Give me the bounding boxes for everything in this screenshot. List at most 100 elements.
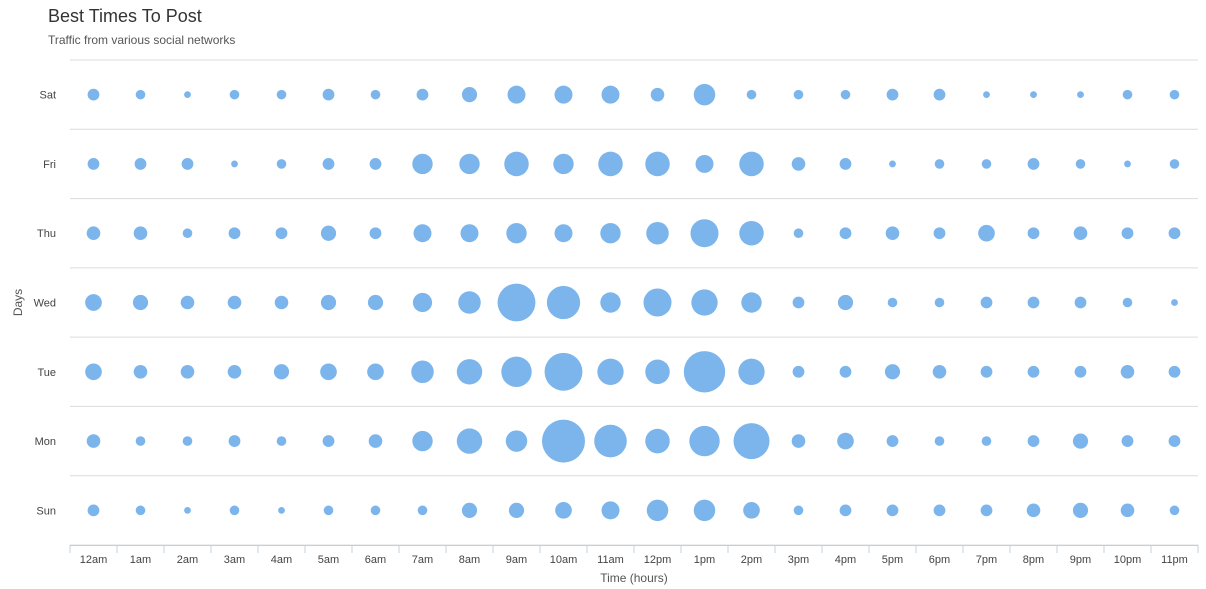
bubble-point <box>135 505 146 516</box>
bubble-point <box>87 158 100 170</box>
x-tick-label: 10pm <box>1114 554 1142 566</box>
bubble-point <box>1072 433 1089 449</box>
x-tick-label: 8am <box>459 554 480 566</box>
bubble-point <box>683 351 726 393</box>
bubble-point <box>1027 227 1040 240</box>
bubble-point <box>274 295 289 310</box>
bubble-point <box>1168 227 1181 240</box>
bubble-point <box>886 504 899 517</box>
bubble-point <box>1122 297 1133 308</box>
bubble-point <box>135 89 146 100</box>
bubble-point <box>1027 296 1040 309</box>
x-tick-label: 11pm <box>1161 554 1188 566</box>
bubble-point <box>133 226 148 241</box>
bubble-point <box>367 363 384 381</box>
x-tick-label: 9am <box>506 554 527 566</box>
bubble-point <box>839 227 852 240</box>
bubble-point <box>459 153 480 175</box>
bubble-point <box>322 158 335 170</box>
bubble-point <box>1169 159 1180 169</box>
bubble-point <box>981 159 992 169</box>
bubble-point <box>601 85 620 104</box>
bubble-point <box>601 501 620 520</box>
bubble-point <box>133 364 148 379</box>
bubble-point <box>643 288 672 317</box>
bubble-point <box>792 365 805 378</box>
bubble-point <box>227 295 242 310</box>
bubble-point <box>695 154 714 173</box>
x-tick-label: 6pm <box>929 554 950 566</box>
bubble-point <box>134 158 147 170</box>
bubble-point <box>739 151 764 177</box>
y-tick-label: Sat <box>39 90 56 102</box>
bubble-point <box>546 285 581 320</box>
bubble-point <box>738 358 765 385</box>
bubble-point <box>181 158 194 170</box>
bubble-point <box>322 435 335 447</box>
bubble-point <box>416 88 429 101</box>
x-tick-label: 4pm <box>835 554 856 566</box>
y-tick-label: Fri <box>43 159 56 171</box>
bubble-point <box>1171 299 1178 306</box>
x-tick-label: 9pm <box>1070 554 1091 566</box>
bubble-point <box>275 227 288 240</box>
bubble-point <box>839 504 852 517</box>
bubble-point <box>323 505 334 516</box>
bubble-point <box>885 226 900 241</box>
bubble-point <box>1169 505 1180 516</box>
bubble-point <box>508 502 525 518</box>
bubble-point <box>793 505 804 516</box>
x-tick-label: 11am <box>597 554 624 566</box>
bubble-point <box>741 292 762 313</box>
bubble-point <box>417 505 428 516</box>
x-tick-label: 3pm <box>788 554 809 566</box>
bubble-point <box>229 505 240 516</box>
bubble-point <box>1027 365 1040 378</box>
bubble-point <box>600 223 621 244</box>
bubble-point <box>227 364 242 379</box>
bubble-point <box>87 88 100 101</box>
bubble-point <box>1169 89 1180 100</box>
bubble-point <box>792 296 805 309</box>
bubble-point <box>597 358 624 385</box>
bubble-point <box>983 91 990 99</box>
bubble-point <box>889 160 896 168</box>
bubble-point <box>456 359 483 385</box>
bubble-point <box>1073 226 1088 241</box>
bubble-point <box>320 363 337 381</box>
bubble-point <box>645 359 670 385</box>
bubble-point <box>228 227 241 240</box>
bubble-point <box>598 151 623 177</box>
bubble-point <box>594 424 627 458</box>
bubble-point <box>273 364 290 380</box>
bubble-point <box>1026 503 1041 518</box>
x-tick-label: 7am <box>412 554 433 566</box>
bubble-point <box>932 364 947 379</box>
bubble-point <box>85 294 102 311</box>
bubble-point <box>276 89 287 100</box>
bubble-point <box>132 294 149 311</box>
y-axis: Sat Fri Thu Wed Tue Mon Sun <box>34 90 56 518</box>
bubble-point <box>978 224 995 242</box>
bubble-point <box>837 294 854 311</box>
bubble-point <box>506 223 527 244</box>
bubble-point <box>413 224 432 243</box>
bubble-series <box>85 83 1181 522</box>
bubble-point <box>182 228 193 239</box>
bubble-point <box>497 283 536 322</box>
bubble-point <box>1075 159 1086 169</box>
y-axis-label: Days <box>11 289 25 316</box>
bubble-point <box>501 356 532 387</box>
x-tick-label: 4am <box>271 554 292 566</box>
bubble-point <box>793 228 804 239</box>
bubble-point <box>693 83 716 106</box>
bubble-point <box>1120 503 1135 518</box>
bubble-point <box>1168 365 1181 378</box>
bubble-point <box>934 159 945 169</box>
bubble-point <box>228 435 241 447</box>
bubble-point <box>791 157 806 171</box>
bubble-point <box>504 151 529 177</box>
bubble-point <box>542 419 585 463</box>
bubble-point <box>370 89 381 100</box>
